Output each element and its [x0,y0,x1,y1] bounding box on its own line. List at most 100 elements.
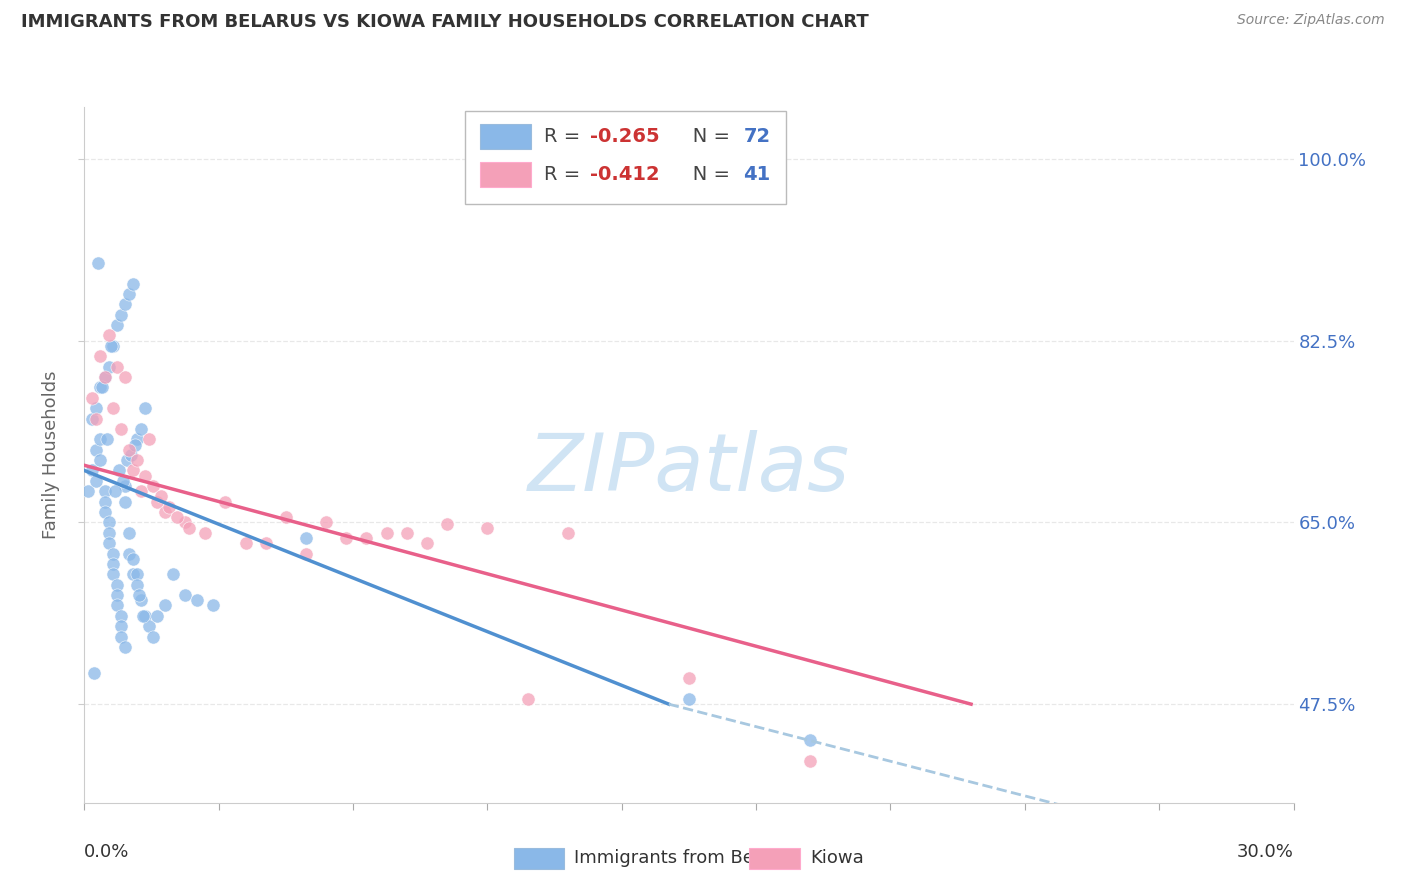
Point [125,453,148,467]
Point [157,500,180,514]
Text: N =: N = [675,165,737,184]
Point [142,630,165,644]
Point [97,516,120,530]
Point [104,484,127,499]
Text: 41: 41 [744,165,770,184]
Point [125,567,148,582]
Point [118,525,141,540]
Point [142,479,165,493]
Point [105,578,128,592]
Point [295,547,318,561]
Point [101,567,124,582]
Point [153,505,176,519]
Point [82,391,104,405]
Point [93,494,115,508]
Point [235,536,257,550]
Point [86,442,108,457]
Point [799,733,821,747]
Point [110,619,132,633]
Point [110,422,132,436]
Point [110,308,132,322]
Point [129,593,152,607]
Point [254,536,277,550]
FancyBboxPatch shape [479,124,530,150]
Point [97,328,120,343]
Point [114,370,136,384]
Point [129,484,152,499]
Point [107,463,129,477]
Text: R =: R = [544,128,586,146]
Point [87,256,110,270]
Text: 30.0%: 30.0% [1237,843,1294,861]
Point [121,277,143,291]
Point [121,567,143,582]
Text: Kiowa: Kiowa [810,849,863,867]
Point [93,505,115,519]
Point [162,567,184,582]
Point [89,453,111,467]
Point [295,531,318,545]
Point [274,510,297,524]
Point [101,557,124,571]
Point [678,692,700,706]
Point [89,380,111,394]
Point [77,484,100,499]
Point [86,474,108,488]
Point [105,359,128,374]
Point [149,490,172,504]
Point [214,494,236,508]
Point [93,370,115,384]
Point [97,525,120,540]
FancyBboxPatch shape [749,848,800,869]
Point [86,401,108,416]
Text: N =: N = [675,128,737,146]
Text: R =: R = [544,165,586,184]
Point [89,433,111,447]
Text: 72: 72 [744,128,770,146]
Point [97,536,120,550]
Point [416,536,439,550]
Point [194,525,217,540]
Point [477,520,499,534]
Point [105,318,128,332]
Point [153,599,176,613]
Point [134,608,156,623]
Point [125,578,148,592]
Point [115,453,138,467]
Point [121,463,143,477]
Text: Immigrants from Belarus: Immigrants from Belarus [574,849,799,867]
Point [132,608,155,623]
Point [84,879,107,892]
Point [557,525,579,540]
Point [166,510,188,524]
Point [93,484,115,499]
Point [118,442,141,457]
Point [82,463,104,477]
Point [179,520,201,534]
Text: 0.0%: 0.0% [84,843,129,861]
Y-axis label: Family Households: Family Households [42,371,60,539]
Point [114,479,136,493]
Point [86,411,108,425]
Point [202,599,225,613]
Point [134,468,156,483]
Point [174,516,197,530]
Text: ZIPatlas: ZIPatlas [527,430,851,508]
Text: -0.412: -0.412 [589,165,659,184]
Point [799,754,821,768]
Point [186,593,208,607]
Point [114,494,136,508]
Point [356,531,378,545]
Point [516,692,538,706]
Text: -0.265: -0.265 [589,128,659,146]
Point [395,525,418,540]
Point [114,297,136,311]
Text: Source: ZipAtlas.com: Source: ZipAtlas.com [1237,13,1385,28]
Point [120,448,142,462]
Point [97,359,120,374]
FancyBboxPatch shape [479,162,530,187]
Point [375,525,398,540]
Point [89,349,111,363]
Point [101,547,124,561]
FancyBboxPatch shape [465,111,786,204]
